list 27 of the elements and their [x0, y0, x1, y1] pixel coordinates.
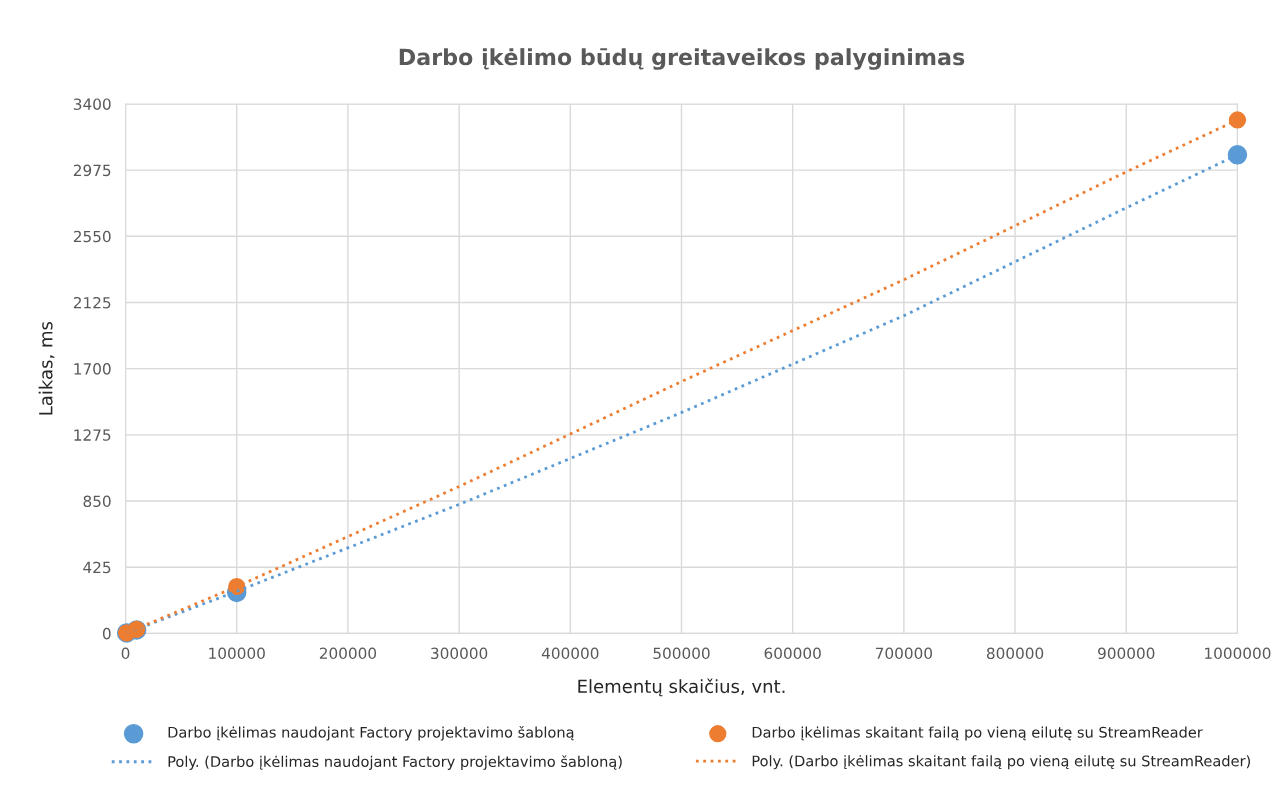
x-tick-label: 200000 — [319, 647, 377, 660]
x-tick-label: 400000 — [541, 647, 599, 660]
legend-label: Poly. (Darbo įkėlimas naudojant Factory projektavimo šabloną) — [168, 755, 622, 770]
y-tick-label: 0 — [102, 627, 111, 640]
y-tick-label: 1700 — [74, 363, 111, 375]
x-tick-label: 800000 — [986, 647, 1044, 660]
x-tick-label: 100000 — [209, 647, 265, 660]
x-tick-label: 900000 — [1098, 647, 1155, 660]
x-tick-label: 0 — [121, 647, 130, 660]
y-tick-label: 2125 — [73, 296, 111, 309]
y-tick-label: 425 — [83, 561, 111, 574]
y-tick-label: 2550 — [73, 230, 111, 243]
x-tick-label: 500000 — [653, 647, 710, 660]
y-tick-label: 3400 — [73, 98, 111, 110]
x-tick-label: 300000 — [431, 647, 488, 660]
x-tick-label: 1000000 — [1205, 647, 1271, 660]
y-axis-title: Laikas, ms — [38, 321, 55, 415]
chart-title: Darbo įkėlimo būdų greitaveikos palyginimas — [399, 48, 965, 70]
legend-label: Poly. (Darbo įkėlimas skaitant failą po vieną eilutę su StreamReader) — [752, 755, 1250, 770]
x-tick-label: 700000 — [875, 647, 933, 660]
x-tick-label: 600000 — [764, 647, 821, 660]
y-tick-label: 2975 — [73, 164, 111, 177]
legend-label: Darbo įkėlimas skaitant failą po vieną eilutę su StreamReader — [752, 726, 1203, 741]
y-tick-label: 1275 — [74, 429, 111, 441]
y-tick-label: 850 — [83, 495, 111, 508]
x-axis-title: Elementų skaičius, vnt. — [578, 678, 785, 697]
legend-label: Darbo įkėlimas naudojant Factory projektavimo šabloną — [168, 725, 574, 741]
